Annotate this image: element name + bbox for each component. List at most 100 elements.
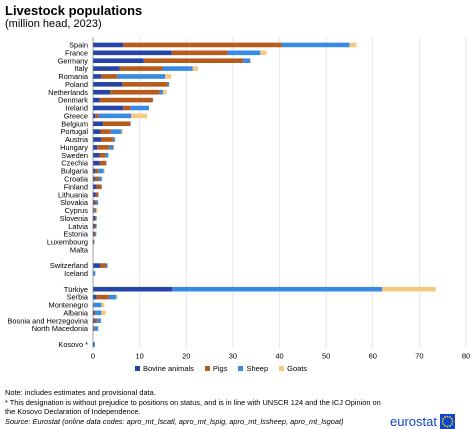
- category-label: Romania: [58, 72, 88, 81]
- bar-segment-bovine-animals: [93, 239, 94, 245]
- bar-segment-sheep: [96, 200, 99, 205]
- logo-text: eurostat: [390, 414, 437, 429]
- stacked-bar-chart: 0 10 20 30 40 50 60 70 80 SpainFranceGermanyItaly…: [7, 37, 470, 360]
- legend-label-bovine: Bovine animals: [143, 364, 194, 373]
- bar-segment-pigs: [94, 318, 98, 324]
- bar-segment-sheep: [106, 263, 108, 268]
- bar-segment-pigs: [143, 58, 244, 63]
- bar-segment-pigs: [99, 97, 153, 103]
- bar-segment-bovine-animals: [93, 231, 95, 237]
- bar-segment-sheep: [110, 129, 122, 134]
- bar-segment-bovine-animals: [93, 286, 173, 292]
- x-tick-label-30: 30: [229, 351, 237, 360]
- bar-segment-goats: [192, 66, 198, 71]
- legend-item-bovine: Bovine animals: [135, 364, 194, 373]
- bar-segment-pigs: [101, 137, 114, 142]
- bar-segment-goats: [96, 208, 98, 213]
- bar-segment-bovine-animals: [93, 97, 100, 103]
- bar-segment-bovine-animals: [93, 113, 96, 119]
- category-label: Greece: [64, 111, 88, 120]
- bar-segment-pigs: [93, 208, 95, 213]
- eurostat-logo: eurostat: [390, 411, 455, 429]
- bar-segment-bovine-animals: [93, 342, 95, 347]
- x-tick-label-20: 20: [182, 351, 190, 360]
- bar-segment-sheep: [105, 152, 109, 158]
- category-label: Finland: [64, 182, 88, 191]
- bar-segment-pigs: [94, 310, 96, 316]
- x-tick-label-50: 50: [322, 351, 330, 360]
- bar-segment-bovine-animals: [93, 168, 96, 174]
- legend-label-pigs: Pigs: [212, 364, 228, 373]
- bar-segment-bovine-animals: [93, 121, 104, 127]
- category-label: Latvia: [68, 222, 89, 231]
- note-line-2: * This designation is without prejudice …: [5, 397, 381, 417]
- bar-segment-goats: [116, 294, 118, 300]
- bar-segment-bovine-animals: [93, 263, 100, 268]
- bar-segment-bovine-animals: [93, 50, 172, 56]
- category-label: Albania: [63, 308, 89, 317]
- legend-swatch-bovine: [135, 366, 140, 371]
- bar-segment-goats: [101, 302, 105, 308]
- category-label: Czechia: [61, 159, 89, 168]
- category-label: Iceland: [64, 269, 88, 278]
- category-label: Poland: [65, 80, 88, 89]
- legend-label-goats: Goats: [287, 364, 308, 373]
- bar-segment-sheep: [167, 82, 169, 87]
- x-tick-label-0: 0: [91, 351, 95, 360]
- bar-segment-bovine-animals: [93, 326, 94, 331]
- bar-segment-sheep: [93, 302, 102, 308]
- category-label: Serbia: [67, 293, 89, 302]
- bar-segment-pigs: [101, 74, 118, 79]
- category-label: Italy: [74, 64, 88, 73]
- legend-swatch-pigs: [204, 366, 210, 371]
- bar-segment-sheep: [94, 208, 97, 213]
- bar-segment-bovine-animals: [93, 216, 96, 221]
- x-tick-label-60: 60: [369, 351, 377, 360]
- bar-segment-pigs: [97, 145, 110, 150]
- bar-segment-pigs: [94, 176, 100, 182]
- bar-segment-pigs: [119, 66, 163, 71]
- bar-segment-bovine-animals: [93, 200, 95, 205]
- x-tick-label-40: 40: [275, 351, 283, 360]
- bar-segment-pigs: [95, 216, 97, 221]
- bar-segment-goats: [162, 89, 167, 95]
- legend-item-goats: Goats: [279, 364, 307, 373]
- bar-segment-bovine-animals: [93, 192, 96, 197]
- bar-segment-pigs: [94, 200, 97, 205]
- bar-segment-goats: [131, 113, 148, 119]
- category-label: Switzerland: [50, 261, 88, 270]
- chart-subtitle: (million head, 2023): [5, 18, 102, 30]
- category-label: Lithuania: [58, 190, 89, 199]
- bar-segment-sheep: [93, 271, 96, 276]
- category-label: Kosovo *: [58, 340, 88, 349]
- bar-segment-bovine-animals: [93, 74, 102, 79]
- bar-segment-bovine-animals: [93, 318, 95, 324]
- bar-segment-pigs: [95, 168, 99, 174]
- bar-segment-bovine-animals: [93, 223, 95, 229]
- x-tick-label-10: 10: [135, 351, 143, 360]
- bar-segment-pigs: [95, 192, 99, 197]
- bar-segment-goats: [165, 74, 172, 79]
- category-label: Sweden: [61, 151, 88, 160]
- bar-segment-bovine-animals: [93, 310, 95, 316]
- category-label: Cyprus: [65, 206, 89, 215]
- bar-segment-pigs: [171, 50, 228, 56]
- bar-segment-sheep: [108, 294, 117, 300]
- bar-segment-bovine-animals: [93, 152, 100, 158]
- bar-segment-pigs: [95, 113, 99, 119]
- bar-segment-pigs: [96, 184, 102, 190]
- bar-segment-pigs: [99, 160, 107, 166]
- bar-segment-bovine-animals: [93, 82, 123, 87]
- bar-segment-pigs: [123, 105, 131, 111]
- bar-segment-bovine-animals: [93, 129, 101, 134]
- bar-segment-goats: [101, 310, 106, 316]
- bar-segment-pigs: [110, 89, 160, 95]
- bar-segment-sheep: [162, 66, 193, 71]
- category-label: Estonia: [63, 230, 89, 239]
- bar-segment-pigs: [99, 263, 107, 268]
- bar-segment-sheep: [98, 113, 132, 119]
- bar-segment-pigs: [93, 326, 95, 331]
- bar-segment-bovine-animals: [93, 42, 124, 48]
- source-line: Source: Eurostat (online data codes: apr…: [5, 416, 344, 426]
- bar-segment-sheep: [117, 74, 166, 79]
